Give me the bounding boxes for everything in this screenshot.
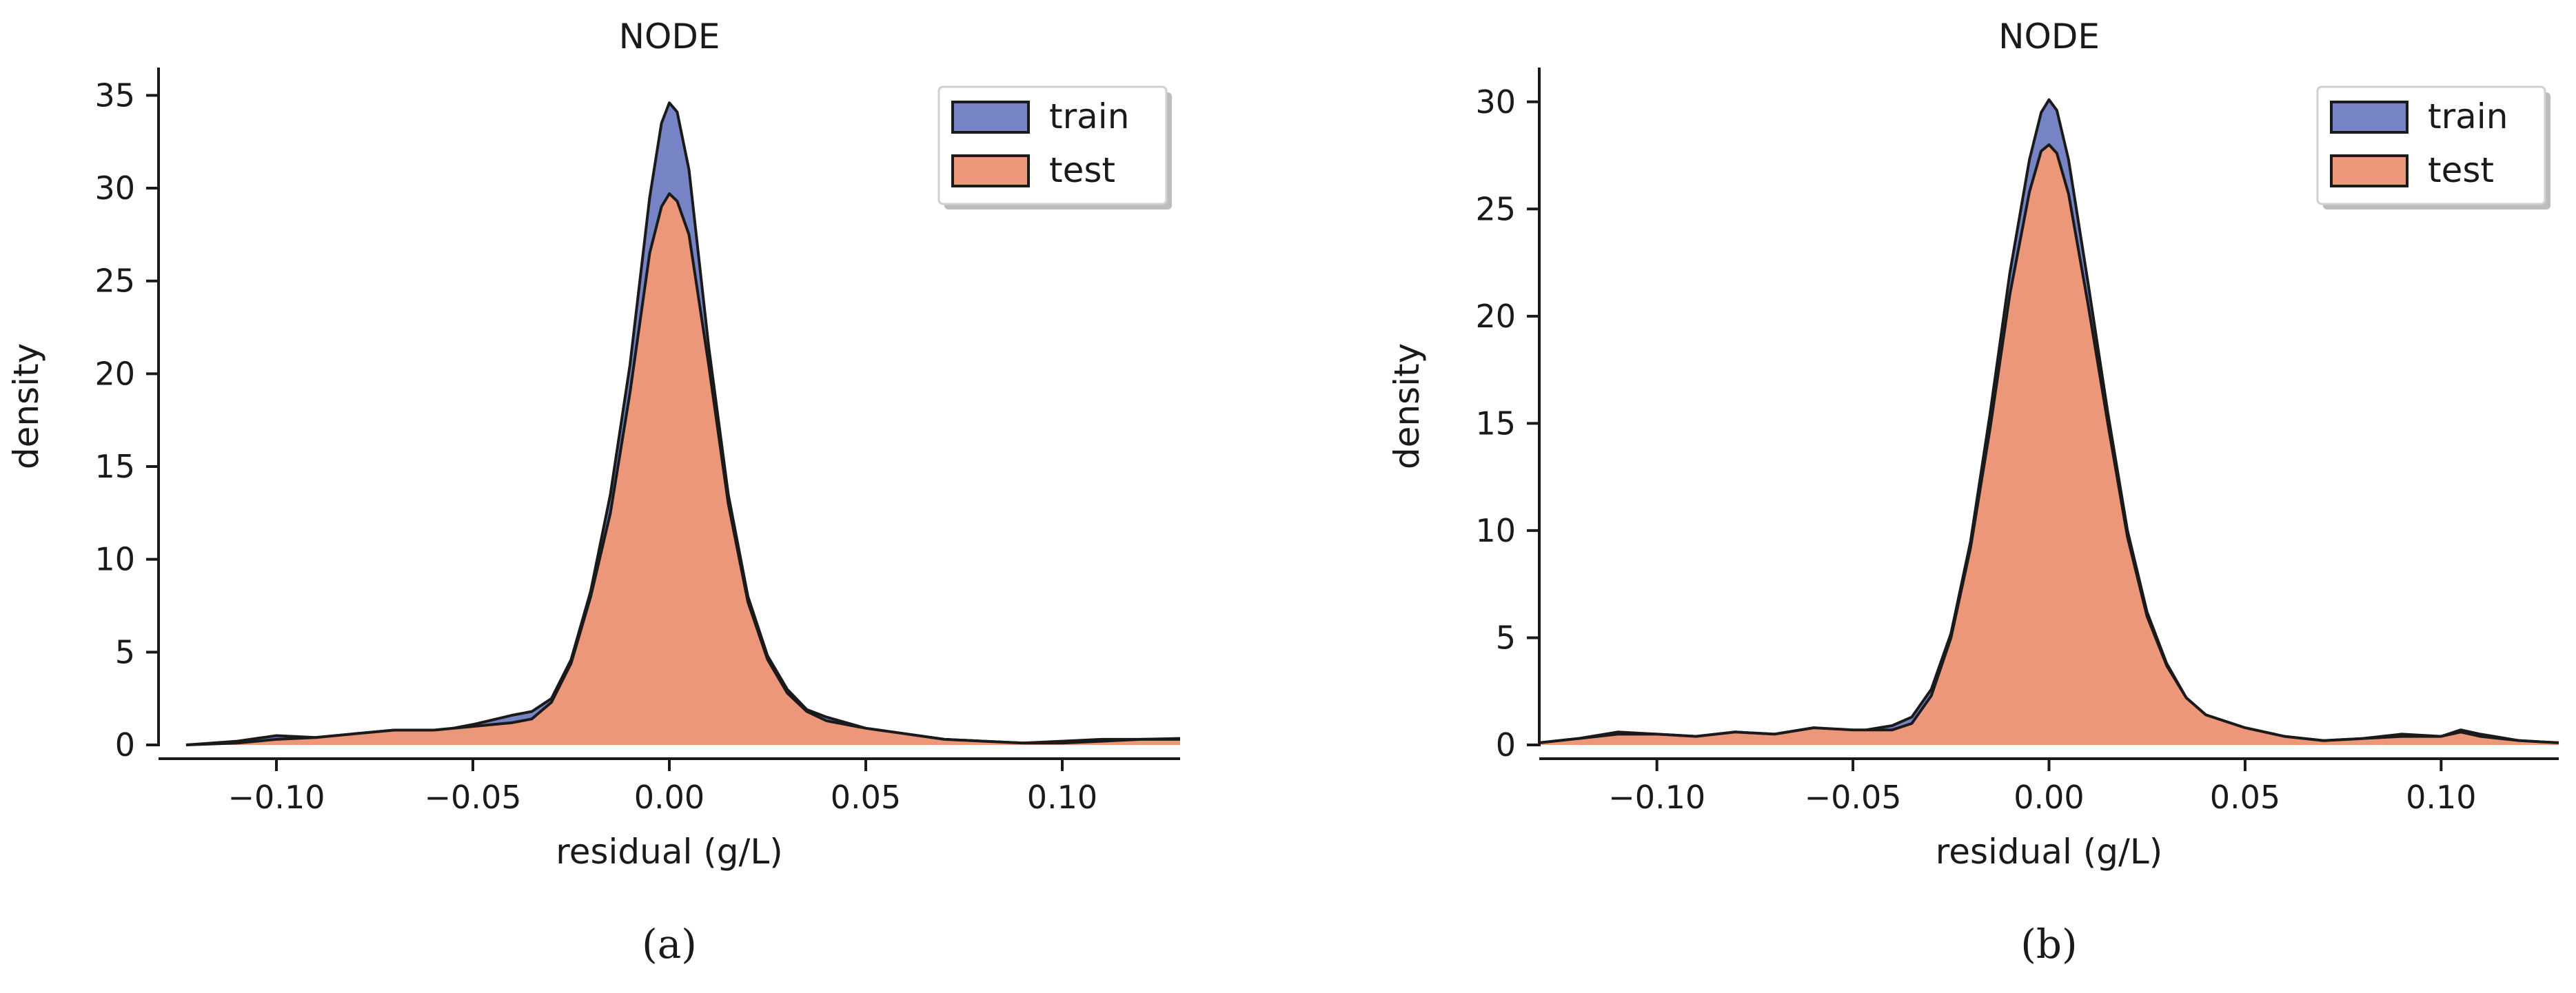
- y-tick-label: 0: [115, 726, 135, 764]
- y-tick-label: 25: [94, 263, 135, 300]
- y-tick-label: 35: [94, 76, 135, 114]
- y-axis-label: density: [6, 343, 46, 469]
- panel-label: (b): [2020, 921, 2077, 968]
- x-tick-label: 0.10: [1027, 779, 1097, 816]
- density-line-test: [185, 192, 1180, 746]
- x-tick-label: −0.10: [228, 779, 325, 816]
- chart-title: NODE: [619, 17, 720, 57]
- panel-label: (a): [642, 921, 697, 968]
- density-area-test: [185, 194, 1180, 746]
- chart-panel-b: −0.10 −0.05 0.00 0.05 0.10 0 5 10 15 20 25 30 NODE re…: [1387, 17, 2559, 968]
- chart-title: NODE: [1998, 17, 2100, 57]
- x-tick-label: 0.00: [634, 779, 704, 816]
- y-tick-label: 30: [1475, 83, 1516, 121]
- x-tick-label: 0.05: [2210, 779, 2280, 816]
- x-tick-label: −0.05: [425, 779, 522, 816]
- y-tick-label: 20: [1475, 298, 1516, 335]
- y-axis-label: density: [1387, 343, 1427, 469]
- density-area-test: [1539, 145, 2559, 745]
- x-tick-label: 0.10: [2406, 779, 2476, 816]
- y-tick-label: 5: [1496, 619, 1516, 656]
- legend-label-train: train: [2428, 96, 2508, 136]
- legend-swatch-train: [951, 101, 1030, 134]
- legend: train test: [937, 85, 1172, 209]
- x-axis-label: residual (g/L): [1936, 832, 2162, 872]
- y-tick-label: 0: [1496, 726, 1516, 764]
- x-axis-label: residual (g/L): [556, 832, 782, 872]
- legend-swatch-train: [2330, 101, 2408, 134]
- y-tick-label: 15: [94, 448, 135, 485]
- y-tick-label: 20: [94, 355, 135, 392]
- x-tick-label: −0.05: [1805, 779, 1902, 816]
- y-tick-label: 25: [1475, 190, 1516, 227]
- y-tick-label: 10: [94, 541, 135, 578]
- y-tick-label: 30: [94, 170, 135, 207]
- legend-label-test: test: [1049, 150, 1115, 190]
- y-tick-label: 5: [115, 633, 135, 670]
- chart-panel-a: −0.10 −0.05 0.00 0.05 0.10 0 5 10 15 20 25 30 35 NODE…: [6, 17, 1181, 968]
- y-tick-label: 10: [1475, 512, 1516, 549]
- density-line-test: [1539, 143, 2559, 744]
- legend-label-test: test: [2428, 150, 2494, 190]
- x-tick-label: 0.05: [831, 779, 901, 816]
- x-tick-label: −0.10: [1608, 779, 1705, 816]
- legend-swatch-test: [951, 154, 1030, 187]
- y-tick-label: 15: [1475, 405, 1516, 442]
- legend-label-train: train: [1049, 96, 1129, 136]
- legend: train test: [2316, 85, 2550, 209]
- legend-swatch-test: [2330, 154, 2408, 187]
- x-tick-label: 0.00: [2014, 779, 2084, 816]
